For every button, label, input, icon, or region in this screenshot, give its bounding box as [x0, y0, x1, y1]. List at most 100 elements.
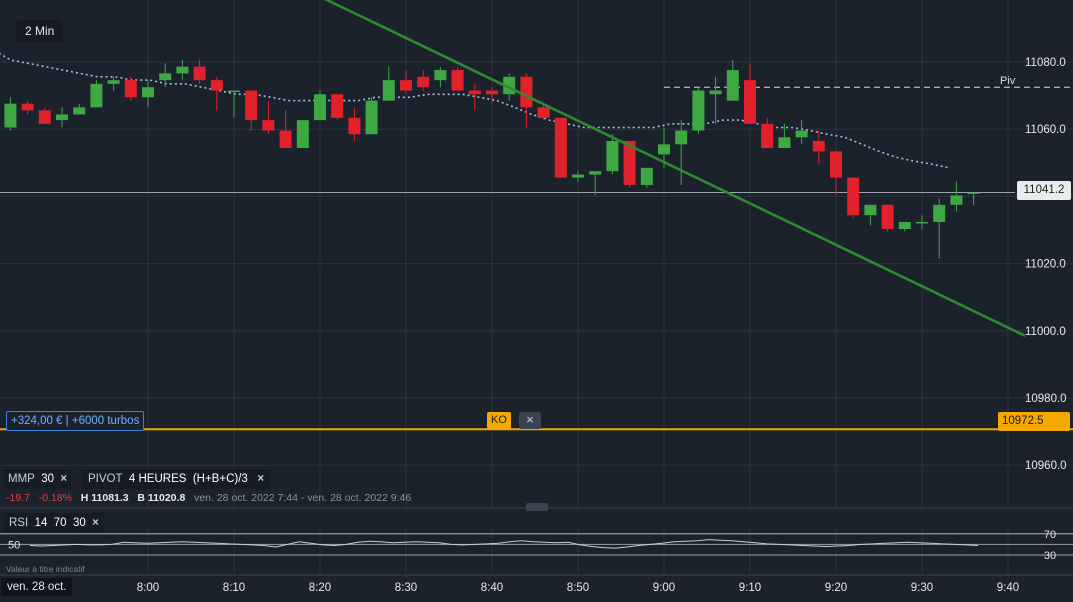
- candle-body: [658, 144, 670, 155]
- candle-body: [279, 130, 292, 149]
- candle-body: [296, 120, 309, 149]
- candle-body: [38, 110, 51, 124]
- candle-body: [228, 90, 240, 93]
- start-date-badge: ven. 28 oct.: [1, 578, 73, 596]
- change-value: -19.7: [6, 492, 30, 504]
- candle-body: [933, 204, 946, 222]
- candle-body: [90, 83, 103, 108]
- grid: [0, 0, 1073, 576]
- candle-body: [56, 114, 68, 121]
- ko-button[interactable]: KO: [487, 412, 511, 429]
- candle-body: [262, 120, 275, 131]
- candle-body: [898, 221, 911, 229]
- candle-body: [107, 80, 120, 84]
- panel-resize-handle[interactable]: [526, 503, 548, 511]
- trendline-segment: [323, 0, 1026, 338]
- ma-path: [0, 52, 949, 169]
- candle-body: [245, 90, 258, 121]
- candle-body: [176, 66, 189, 74]
- candle-body: [554, 117, 567, 178]
- mmp-value: 30: [41, 473, 55, 485]
- candle-body: [830, 151, 842, 178]
- candle-body: [916, 221, 928, 224]
- pivot-name: PIVOT: [88, 473, 123, 485]
- moving-average-line: [0, 52, 949, 169]
- candle-body: [572, 174, 584, 178]
- pivot-indicator[interactable]: PIVOT 4 HEURES (H+B+C)/3 ×: [82, 469, 271, 489]
- pivot-period: 4 HEURES: [128, 473, 187, 485]
- rsi-level-label: 50: [8, 539, 20, 551]
- ko-price-tag: 10972.5: [998, 412, 1070, 431]
- x-tick-label: 8:40: [481, 582, 503, 594]
- candle-body: [124, 80, 137, 98]
- candle-body: [400, 80, 412, 91]
- x-axis: 8:00 8:10 8:20 8:30 8:40 8:50 9:00 9:10 9:20 9:30…: [137, 582, 1019, 594]
- candle-body: [210, 80, 223, 91]
- candle-body: [675, 130, 688, 145]
- candle-body: [709, 90, 722, 95]
- close-position-button[interactable]: ×: [519, 412, 541, 429]
- rsi-panel: 70 50 30: [0, 529, 1073, 562]
- candle-body: [537, 107, 550, 118]
- y-tick-label: 11020.0: [1025, 259, 1066, 271]
- candle-body: [314, 94, 326, 121]
- trendline[interactable]: [114, 0, 1026, 338]
- mmp-indicator[interactable]: MMP 30 ×: [4, 469, 72, 489]
- change-percent: -0.18%: [38, 492, 72, 504]
- pivot-label: Piv: [1000, 75, 1016, 87]
- candle-body: [193, 66, 206, 81]
- position-label[interactable]: +324,00 € | +6000 turbos: [6, 411, 145, 431]
- candle-body: [744, 80, 756, 124]
- rsi-param-2: 70: [53, 517, 67, 529]
- candle-body: [4, 103, 17, 128]
- close-icon[interactable]: ×: [60, 473, 68, 485]
- close-icon[interactable]: ×: [92, 517, 99, 529]
- x-tick-label: 9:30: [911, 582, 933, 594]
- candle-body: [417, 76, 430, 88]
- high-value: H 11081.3: [80, 492, 129, 504]
- mmp-name: MMP: [8, 473, 35, 485]
- candle-body: [520, 76, 533, 108]
- x-tick-label: 8:10: [223, 582, 245, 594]
- low-value: B 11020.8: [137, 492, 186, 504]
- y-tick-label: 11060.0: [1025, 124, 1066, 136]
- candle-body: [881, 204, 894, 229]
- x-tick-label: 9:40: [997, 582, 1019, 594]
- date-range: ven. 28 oct. 2022 7:44 - ven. 28 oct. 20…: [194, 492, 412, 504]
- candle-body: [795, 130, 808, 138]
- x-tick-label: 8:20: [309, 582, 331, 594]
- rsi-indicator[interactable]: RSI 14 70 30 ×: [4, 513, 104, 533]
- candle-body: [434, 70, 447, 81]
- close-icon[interactable]: ×: [257, 473, 265, 485]
- candle-body: [365, 100, 378, 135]
- y-axis: 11080.0 11060.0 11020.0 11000.0 10980.0 10960…: [1025, 57, 1067, 472]
- candle-body: [761, 123, 774, 149]
- candle-body: [967, 192, 980, 194]
- candle-body: [382, 80, 395, 101]
- rsi-level-label: 30: [1044, 550, 1056, 562]
- rsi-level-label: 70: [1044, 529, 1056, 541]
- candle-body: [451, 70, 464, 91]
- candle-body: [606, 140, 619, 172]
- candle-body: [486, 90, 498, 95]
- stats-row: -19.7 -0.18% H 11081.3 B 11020.8 ven. 28…: [6, 492, 411, 504]
- candles: [4, 59, 980, 259]
- x-tick-label: 9:10: [739, 582, 761, 594]
- candle-body: [331, 94, 344, 118]
- timeframe-badge[interactable]: 2 Min: [16, 20, 64, 42]
- candle-body: [589, 171, 602, 175]
- y-tick-label: 10960.0: [1025, 460, 1067, 472]
- x-tick-label: 9:20: [825, 582, 847, 594]
- candle-body: [778, 137, 791, 149]
- y-tick-label: 10980.0: [1025, 393, 1067, 405]
- candle-body: [348, 117, 361, 135]
- candle-body: [640, 167, 653, 185]
- rsi-line: [29, 539, 979, 549]
- x-tick-label: 8:00: [137, 582, 159, 594]
- rsi-param-3: 30: [72, 517, 86, 529]
- disclaimer-note: Valeur à titre indicatif: [6, 564, 85, 574]
- candle-body: [73, 107, 86, 115]
- candle-body: [159, 73, 172, 81]
